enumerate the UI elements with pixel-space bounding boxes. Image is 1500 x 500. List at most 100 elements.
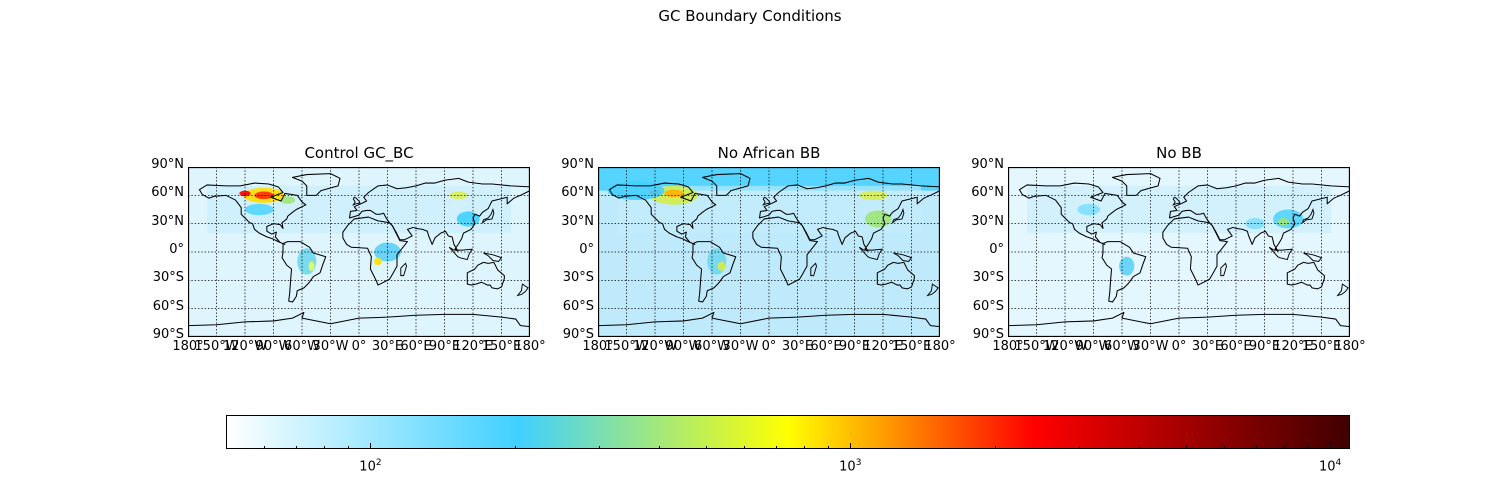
lat-tick-label: 60°N (561, 185, 594, 201)
lat-tick-label: 60°S (972, 298, 1004, 314)
colorbar-minor-tick (1185, 446, 1187, 449)
lon-tick-label: 150°E (1301, 339, 1342, 354)
lat-tick-label: 60°N (971, 185, 1004, 201)
concentration-hotspot (245, 203, 274, 216)
colorbar-minor-tick (1079, 446, 1081, 449)
lon-tick-label: 90°E (838, 339, 871, 354)
lon-tick-label: 120°W (222, 339, 268, 354)
coastline-british-isles (1172, 196, 1181, 206)
coastline-antarctica (1008, 311, 1350, 337)
lon-tick-label: 180° (514, 339, 546, 354)
coastline-new-guinea (893, 252, 913, 262)
coastline-new-guinea (1303, 252, 1323, 262)
colorbar-minor-tick (994, 446, 996, 449)
colorbar-minor-tick (226, 446, 227, 449)
lon-tick-label: 120°E (453, 339, 493, 354)
lon-tick-label: 150°W (604, 339, 649, 354)
concentration-hotspot (717, 261, 726, 271)
lon-tick-label: 180° (1334, 339, 1366, 354)
lat-tick-label: 30°S (562, 270, 594, 286)
map-frame (1008, 167, 1350, 337)
concentration-hotspot (607, 181, 665, 201)
colorbar-minor-tick (1283, 446, 1285, 449)
coastline-new-zealand (926, 283, 939, 297)
lon-tick-label: 150°E (891, 339, 932, 354)
coastline-madagascar (1220, 262, 1227, 277)
lat-tick-label: 90°S (972, 326, 1004, 342)
coastline-japan (481, 207, 495, 225)
lat-tick-label: 90°N (561, 157, 594, 172)
concentration-hotspot (1077, 203, 1101, 216)
lon-tick-label: 60°E (810, 339, 842, 354)
lon-tick-label: 0° (761, 339, 777, 354)
lon-tick-label: 180° (582, 339, 614, 354)
colorbar-minor-tick (323, 446, 325, 449)
map-panel-no-bb (1008, 167, 1350, 337)
concentration-hotspot (308, 261, 315, 271)
coastline-madagascar (400, 262, 407, 277)
coastline-new-zealand (1336, 283, 1349, 297)
lon-tick-label: 60°W (1104, 339, 1140, 354)
coastline-british-isles (352, 196, 361, 206)
lon-tick-label: 180° (924, 339, 956, 354)
coastline-indonesia (448, 246, 473, 261)
lat-tick-label: 90°S (152, 326, 184, 342)
lon-tick-label: 0° (351, 339, 367, 354)
coastline-indonesia (858, 246, 883, 261)
coastline-north-america (608, 182, 717, 245)
concentration-hotspot (864, 210, 892, 228)
lat-tick-label: 30°N (971, 213, 1004, 229)
lat-tick-label: 60°N (151, 185, 184, 201)
colorbar-minor-tick (1255, 446, 1257, 449)
colorbar-minor-tick (803, 446, 805, 449)
concentration-hotspot (1277, 218, 1290, 226)
colorbar-minor-tick (743, 446, 745, 449)
colorbar-minor-tick (705, 446, 707, 449)
lat-tick-label: 90°S (562, 326, 594, 342)
lon-tick-label: 30°E (1191, 339, 1224, 354)
lon-tick-label: 120°E (863, 339, 903, 354)
concentration-hotspot (239, 190, 251, 197)
lon-tick-label: 30°W (722, 339, 759, 354)
concentration-hotspot (664, 189, 684, 198)
coastline-south-america (1101, 241, 1147, 303)
map-frame (188, 167, 530, 337)
lon-tick-label: 150°W (1014, 339, 1059, 354)
concentration-hotspot (1273, 209, 1304, 229)
colorbar-minor-tick (659, 446, 661, 449)
concentration-hotspot (1119, 256, 1135, 276)
lat-tick-label: 90°N (971, 157, 1004, 172)
colorbar-minor-tick (348, 446, 350, 449)
lon-tick-label: 90°E (1248, 339, 1281, 354)
colorbar-minor-tick (1139, 446, 1141, 449)
colorbar-minor-tick (1308, 446, 1310, 449)
colorbar-minor-tick (599, 446, 601, 449)
lon-tick-label: 90°W (1075, 339, 1112, 354)
coastline-antarctica (188, 311, 530, 337)
concentration-hotspot (456, 211, 480, 227)
colorbar-major-tick (370, 443, 372, 449)
map-panel-no-african-bb (598, 167, 940, 337)
figure-title: GC Boundary Conditions (658, 7, 842, 25)
lon-tick-label: 90°W (255, 339, 292, 354)
lon-tick-label: 180° (992, 339, 1024, 354)
concentration-hotspot (280, 196, 296, 204)
colorbar-minor-tick (828, 446, 830, 449)
coastline-british-isles (762, 196, 771, 206)
coastline-south-america (691, 241, 737, 303)
coastline-africa (342, 216, 408, 286)
map-panel-control (188, 167, 530, 337)
colorbar-tick-label: 102 (359, 458, 382, 475)
lon-tick-label: 120°W (1042, 339, 1088, 354)
colorbar-major-tick (850, 443, 852, 449)
lon-tick-label: 60°W (284, 339, 320, 354)
lat-tick-label: 30°S (152, 270, 184, 286)
lon-tick-label: 120°E (1273, 339, 1313, 354)
concentration-hotspot (374, 257, 382, 266)
lat-tick-label: 30°S (972, 270, 1004, 286)
coastline-indonesia (1268, 246, 1293, 261)
lat-tick-label: 0° (579, 241, 594, 257)
coastline-japan (891, 207, 905, 225)
coastline-south-america (281, 241, 327, 303)
lon-tick-label: 30°E (371, 339, 404, 354)
